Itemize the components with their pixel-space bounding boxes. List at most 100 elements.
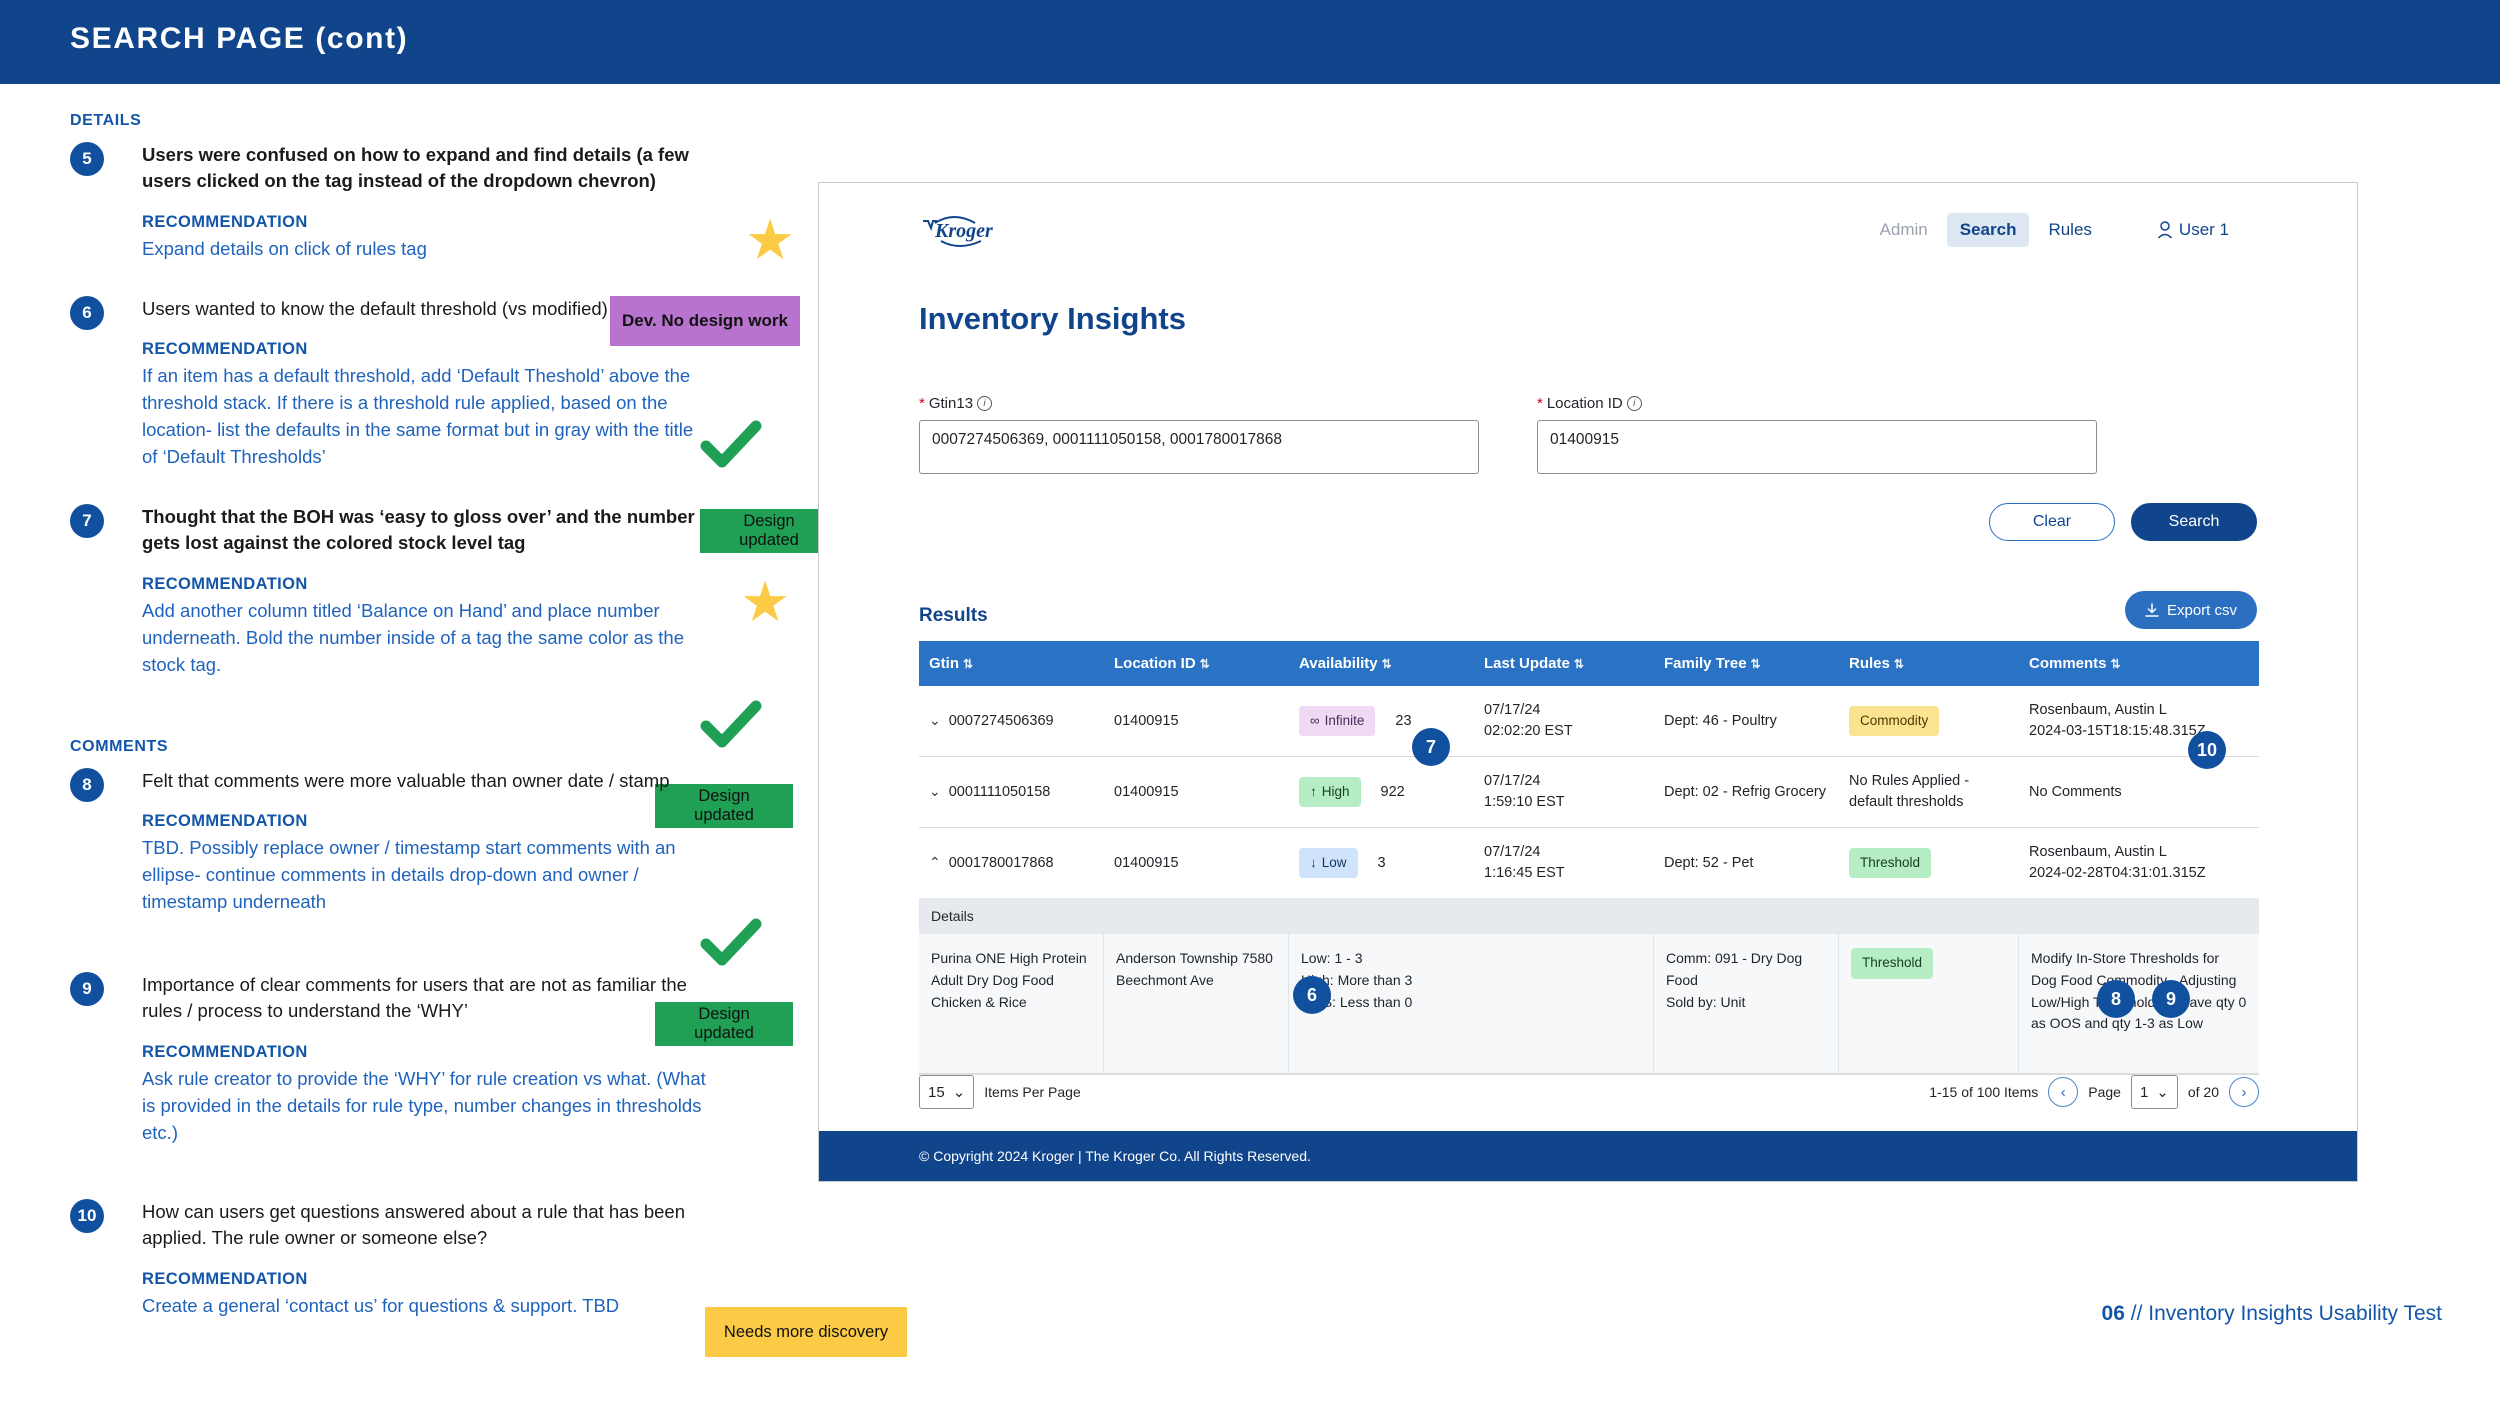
table-row[interactable]: ⌄ 0007274506369 01400915 ∞ Infinite 23 07… [919,686,2259,758]
recommendation-label: RECOMMENDATION [142,812,308,831]
rules-tag[interactable]: Threshold [1849,848,1932,878]
finding-text: Thought that the BOH was ‘easy to gloss … [142,506,695,554]
status-chip-design-updated: Design updated [655,784,793,828]
column-header-gtin[interactable]: Gtin ⇅ [919,641,1104,686]
finding-text: How can users get questions answered abo… [142,1201,686,1249]
finding-body: Users wanted to know the default thresho… [142,296,712,470]
nav-item-admin[interactable]: Admin [1879,220,1928,239]
page-value: 1 [2139,1083,2149,1101]
info-icon[interactable]: i [1626,396,1642,411]
cell-rules: No Rules Applied - default thresholds [1839,756,2019,829]
details-comment: Modify In-Store Thresholds for Dog Food … [2031,950,2247,1032]
finding-text: Users were confused on how to expand and… [142,144,689,192]
chevron-up-icon[interactable]: ⌃ [929,854,941,871]
column-header-family-tree[interactable]: Family Tree ⇅ [1654,641,1839,686]
table-header-row: Gtin ⇅ Location ID ⇅ Availability ⇅ Last Up… [919,641,2259,686]
column-label: Rules [1849,655,1890,672]
clear-button[interactable]: Clear [1989,503,2115,541]
details-cell-wrapper: Details Purina ONE High Protein Adult Dr… [919,898,2259,1076]
pagination-bar: 15 ⌄ Items Per Page 1-15 of 100 Items ‹ … [919,1075,2259,1109]
availability-label: Infinite [1324,713,1365,729]
recommendation-text: Create a general ‘contact us’ for questi… [142,1294,620,1316]
chevron-down-icon: ⌄ [2156,1084,2169,1101]
details-grid: Purina ONE High Protein Adult Dry Dog Fo… [919,934,2259,1075]
search-button[interactable]: Search [2131,503,2257,541]
items-per-page-group: 15 ⌄ Items Per Page [919,1075,1081,1109]
nav-item-search[interactable]: Search [1946,213,2030,247]
gtin-input[interactable] [919,420,1479,474]
recommendation-text: Ask rule creator to provide the ‘WHY’ fo… [142,1067,706,1143]
user-menu[interactable]: User 1 [2157,220,2229,240]
check-icon [700,918,762,966]
chevron-down-icon[interactable]: ⌄ [929,783,941,800]
finding-number-badge: 9 [70,972,104,1006]
recommendation-text: Add another column titled ‘Balance on Ha… [142,599,684,675]
export-csv-label: Export csv [2166,601,2237,619]
location-input[interactable] [1537,420,2097,474]
status-chip-design-updated: Design updated [655,1002,793,1046]
column-header-last-update[interactable]: Last Update ⇅ [1474,641,1654,686]
sort-icon: ⇅ [1750,657,1761,671]
info-icon[interactable]: i [977,396,993,411]
details-thresholds: Low: 1 - 3 High: More than 3 OOS: Less t… [1289,934,1654,1074]
comment-owner: Rosenbaum, Austin L [2029,844,2167,861]
details-address: Anderson Township 7580 Beechmont Ave [1104,934,1289,1074]
page-title: Inventory Insights [919,301,1186,336]
recommendation-text: TBD. Possibly replace owner / timestamp … [142,837,676,913]
column-label: Comments [2029,655,2107,672]
sort-icon: ⇅ [2110,657,2121,671]
page-select[interactable]: 1 ⌄ [2130,1075,2178,1109]
threshold-low: Low: 1 - 3 [1301,950,1363,967]
previous-page-button[interactable]: ‹ [2048,1077,2079,1107]
deck-page-number: 06 [2101,1302,2125,1325]
commodity-line: Comm: 091 - Dry Dog Food [1666,950,1803,989]
update-date: 07/17/24 [1484,844,1541,861]
rules-tag[interactable]: Threshold [1851,948,1934,980]
table-row[interactable]: ⌃ 0001780017868 01400915 ↓ Low 3 07/17/24… [919,828,2259,899]
svg-text:Kroger: Kroger [934,220,993,242]
results-table-body: ⌄ 0007274506369 01400915 ∞ Infinite 23 07… [919,686,2259,1076]
availability-tag: ∞ Infinite [1299,706,1376,736]
finding-body: Importance of clear comments for users t… [142,972,712,1146]
column-header-availability[interactable]: Availability ⇅ [1289,641,1474,686]
gtin-value: 0007274506369 [948,713,1054,729]
location-label: * Location ID i [1537,395,2097,412]
details-header: Details [919,898,2259,935]
column-header-comments[interactable]: Comments ⇅ [2019,641,2259,686]
update-time: 1:16:45 EST [1484,865,1565,882]
finding-text: Users wanted to know the default thresho… [142,298,608,319]
cell-rules: Commodity [1839,686,2019,758]
items-per-page-select[interactable]: 15 ⌄ [919,1075,975,1109]
column-header-location-id[interactable]: Location ID ⇅ [1104,641,1289,686]
details-rules: Threshold [1839,934,2019,1074]
finding-number-badge: 10 [70,1199,104,1233]
column-label: Location ID [1114,655,1196,672]
kroger-logo-icon: Kroger [923,216,993,247]
recommendation-label: RECOMMENDATION [142,1269,308,1288]
finding-number-badge: 8 [70,768,104,802]
status-chip-needs-more-discovery: Needs more discovery [705,1307,907,1357]
table-row[interactable]: ⌄ 0001111050158 01400915 ↑ High 922 07/17… [919,756,2259,829]
gtin-value: 0001780017868 [948,855,1054,872]
comment-timestamp: 2024-03-15T18:15:48.315Z [2029,723,2206,740]
cell-gtin: ⌄ 0007274506369 [919,686,1104,758]
app-footer: © Copyright 2024 Kroger | The Kroger Co.… [819,1131,2357,1181]
status-chip-dev-no-design-work: Dev. No design work [610,296,800,346]
next-page-button[interactable]: › [2229,1077,2259,1107]
recommendation-label: RECOMMENDATION [142,574,308,593]
cell-location: 01400915 [1104,756,1289,829]
cell-availability: ∞ Infinite 23 [1289,686,1474,758]
column-header-rules[interactable]: Rules ⇅ [1839,641,2019,686]
cell-family-tree: Dept: 46 - Poultry [1654,686,1839,758]
infinity-icon: ∞ [1310,713,1320,729]
nav-item-rules[interactable]: Rules [2048,220,2092,239]
export-csv-button[interactable]: Export csv [2124,591,2257,629]
deck-title: Inventory Insights Usability Test [2148,1302,2442,1325]
finding-number-badge: 7 [70,504,104,538]
deck-footer: 06 // Inventory Insights Usability Test [2102,1302,2442,1326]
finding-number-badge: 5 [70,142,104,176]
section-label-comments: COMMENTS [70,738,169,755]
chevron-down-icon[interactable]: ⌄ [929,712,941,728]
rules-tag[interactable]: Commodity [1849,706,1940,736]
app-mockup: Kroger Admin Search Rules User 1 Invento… [818,182,2358,1182]
